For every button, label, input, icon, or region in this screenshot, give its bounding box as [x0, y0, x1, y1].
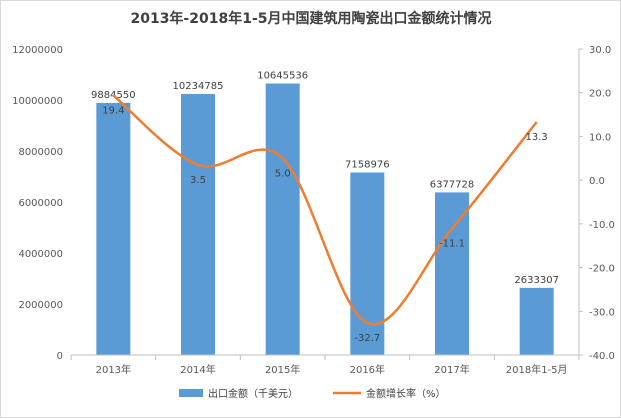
bar	[96, 103, 130, 355]
left-tick-label: 0	[57, 351, 63, 362]
bar-series-export-value	[96, 84, 553, 355]
right-tick-label: -20.0	[589, 264, 615, 275]
right-tick-label: 0.0	[589, 176, 605, 187]
left-tick-label: 4000000	[18, 249, 63, 260]
x-tick-label: 2017年	[434, 363, 469, 376]
line-value-label: -11.1	[439, 239, 465, 250]
left-tick-label: 2000000	[18, 300, 63, 311]
bar-value-label: 6377728	[430, 179, 475, 190]
line-value-label: 19.4	[102, 105, 124, 116]
line-value-label: 3.5	[190, 175, 206, 186]
bar	[350, 172, 384, 355]
left-tick-label: 8000000	[18, 147, 63, 158]
bar-value-label: 2633307	[514, 275, 559, 286]
right-tick-label: -30.0	[589, 307, 615, 318]
x-tick-label: 2018年1-5月	[506, 363, 568, 376]
x-tick-label: 2014年	[180, 363, 215, 376]
legend-swatch-bar	[179, 389, 203, 397]
left-tick-label: 6000000	[18, 198, 63, 209]
left-tick-label: 12000000	[12, 45, 63, 56]
right-tick-label: 20.0	[589, 89, 611, 100]
bar	[435, 192, 469, 355]
right-tick-label: 10.0	[589, 132, 611, 143]
right-tick-label: 30.0	[589, 45, 611, 56]
legend-label-line: 金额增长率（%）	[366, 387, 446, 400]
x-tick-label: 2013年	[96, 363, 131, 376]
bar	[181, 94, 215, 355]
x-tick-label: 2015年	[265, 363, 300, 376]
bar-value-label: 10645536	[257, 71, 308, 82]
bar-data-labels: 9884550102347851064553671589766377728263…	[91, 71, 559, 286]
line-series-growth-rate	[113, 95, 537, 324]
right-tick-label: -40.0	[589, 351, 615, 362]
bar	[266, 84, 300, 355]
left-tick-label: 10000000	[12, 96, 63, 107]
bar-value-label: 10234785	[173, 81, 224, 92]
bar	[520, 288, 554, 355]
legend-label-bar: 出口金额（千美元）	[208, 387, 298, 400]
growth-rate-line	[113, 95, 536, 324]
legend: 出口金额（千美元） 金额增长率（%）	[179, 387, 446, 400]
right-tick-label: -10.0	[589, 220, 615, 231]
bar-value-label: 7158976	[345, 159, 390, 170]
chart-title: 2013年-2018年1-5月中国建筑用陶瓷出口金额统计情况	[130, 10, 491, 27]
right-y-axis: 30.0 20.0 10.0 0.0 -10.0 -20.0 -30.0 -40.0	[579, 45, 615, 362]
line-data-labels: 19.4 3.5 5.0 -32.7 -11.1 13.3	[102, 105, 548, 344]
x-tick-label: 2016年	[350, 363, 385, 376]
line-value-label: 5.0	[275, 168, 291, 179]
line-value-label: 13.3	[526, 132, 548, 143]
x-axis: 2013年 2014年 2015年 2016年 2017年 2018年1-5月	[71, 355, 579, 376]
left-y-axis: 0 2000000 4000000 6000000 8000000 10000000 120…	[12, 45, 63, 362]
line-value-label: -32.7	[354, 333, 380, 344]
